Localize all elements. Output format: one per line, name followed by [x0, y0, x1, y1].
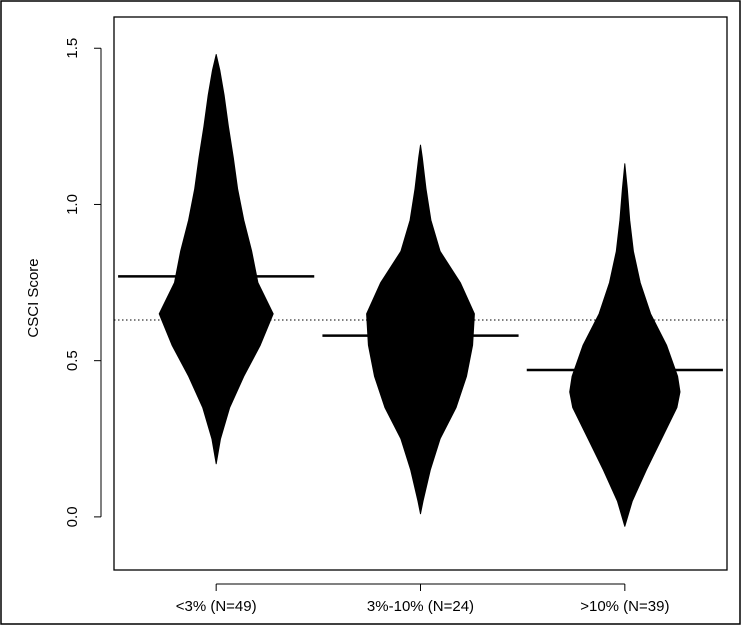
plot-area-border: [113, 16, 728, 571]
means-layer: [118, 275, 723, 372]
x-tick-label: >10% (N=39): [580, 598, 669, 615]
violin-3: [569, 163, 681, 527]
y-axis-title: CSCI Score: [25, 258, 42, 337]
violins-layer: [158, 54, 681, 527]
violin-2: [366, 144, 475, 515]
y-axis: 0.0 0.5 1.0 1.5: [64, 38, 102, 527]
y-tick-label: 1.0: [64, 194, 81, 215]
x-tick-label: 3%-10% (N=24): [367, 598, 474, 615]
violin-1: [158, 54, 274, 465]
y-tick-label: 1.5: [64, 38, 81, 59]
y-tick-label: 0.0: [64, 506, 81, 527]
y-tick-label: 0.5: [64, 350, 81, 371]
x-tick-label: <3% (N=49): [176, 598, 257, 615]
x-axis: <3% (N=49) 3%-10% (N=24) >10% (N=39): [176, 583, 669, 615]
